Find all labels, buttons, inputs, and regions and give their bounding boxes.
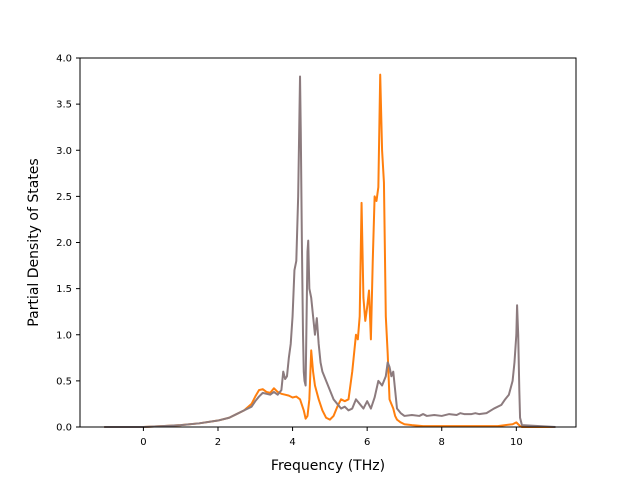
y-tick-label: 3.0 [56, 146, 72, 157]
x-tick-label: 8 [439, 437, 445, 448]
axes-frame [79, 57, 577, 428]
x-axis-ticks: 0 2 4 6 8 10 [140, 427, 523, 448]
x-tick-label: 4 [289, 437, 295, 448]
x-tick-label: 0 [140, 437, 146, 448]
y-tick-label: 1.5 [56, 284, 72, 295]
x-tick-label: 10 [510, 437, 523, 448]
series-line-2 [104, 75, 556, 428]
y-tick-label: 0.5 [56, 376, 72, 387]
y-axis-label: Partial Density of States [26, 158, 42, 326]
x-tick-label: 2 [215, 437, 221, 448]
y-tick-label: 4.0 [56, 54, 72, 65]
series-layer [104, 73, 556, 428]
y-tick-label: 0.0 [56, 423, 72, 434]
x-tick-label: 6 [364, 437, 370, 448]
y-tick-label: 3.5 [56, 100, 72, 111]
series-line-1 [104, 73, 556, 428]
y-tick-label: 2.0 [56, 238, 72, 249]
x-axis-label: Frequency (THz) [271, 458, 385, 474]
y-tick-label: 1.0 [56, 330, 72, 341]
y-axis-ticks: 0.0 0.5 1.0 1.5 2.0 2.5 3.0 3.5 4.0 [56, 54, 80, 434]
y-tick-label: 2.5 [56, 192, 72, 203]
